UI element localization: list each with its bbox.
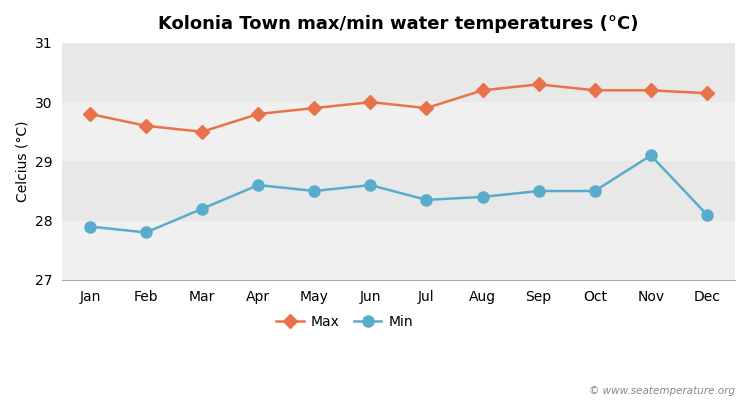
Min <box>703 212 712 217</box>
Min <box>478 194 487 199</box>
Line: Max: Max <box>85 80 712 137</box>
Max <box>534 82 543 87</box>
Min <box>254 183 262 188</box>
Max <box>703 91 712 96</box>
Line: Min: Min <box>85 150 712 238</box>
Max <box>478 88 487 93</box>
Min <box>590 188 599 193</box>
Min <box>310 188 319 193</box>
Min <box>646 153 656 158</box>
Min <box>86 224 94 229</box>
Text: © www.seatemperature.org: © www.seatemperature.org <box>589 386 735 396</box>
Min <box>534 188 543 193</box>
Max <box>422 106 431 110</box>
Max <box>646 88 656 93</box>
Max <box>310 106 319 110</box>
Max <box>366 100 375 104</box>
Min <box>142 230 151 235</box>
Bar <box>62 221 735 280</box>
Legend: Max, Min: Max, Min <box>271 310 419 334</box>
Min <box>422 198 431 202</box>
Bar <box>62 43 735 102</box>
Min <box>366 183 375 188</box>
Max <box>254 112 262 116</box>
Max <box>198 129 207 134</box>
Max <box>590 88 599 93</box>
Y-axis label: Celcius (°C): Celcius (°C) <box>15 121 29 202</box>
Bar <box>62 102 735 161</box>
Title: Kolonia Town max/min water temperatures (°C): Kolonia Town max/min water temperatures … <box>158 15 639 33</box>
Bar <box>62 161 735 221</box>
Max <box>142 124 151 128</box>
Min <box>198 206 207 211</box>
Max <box>86 112 94 116</box>
